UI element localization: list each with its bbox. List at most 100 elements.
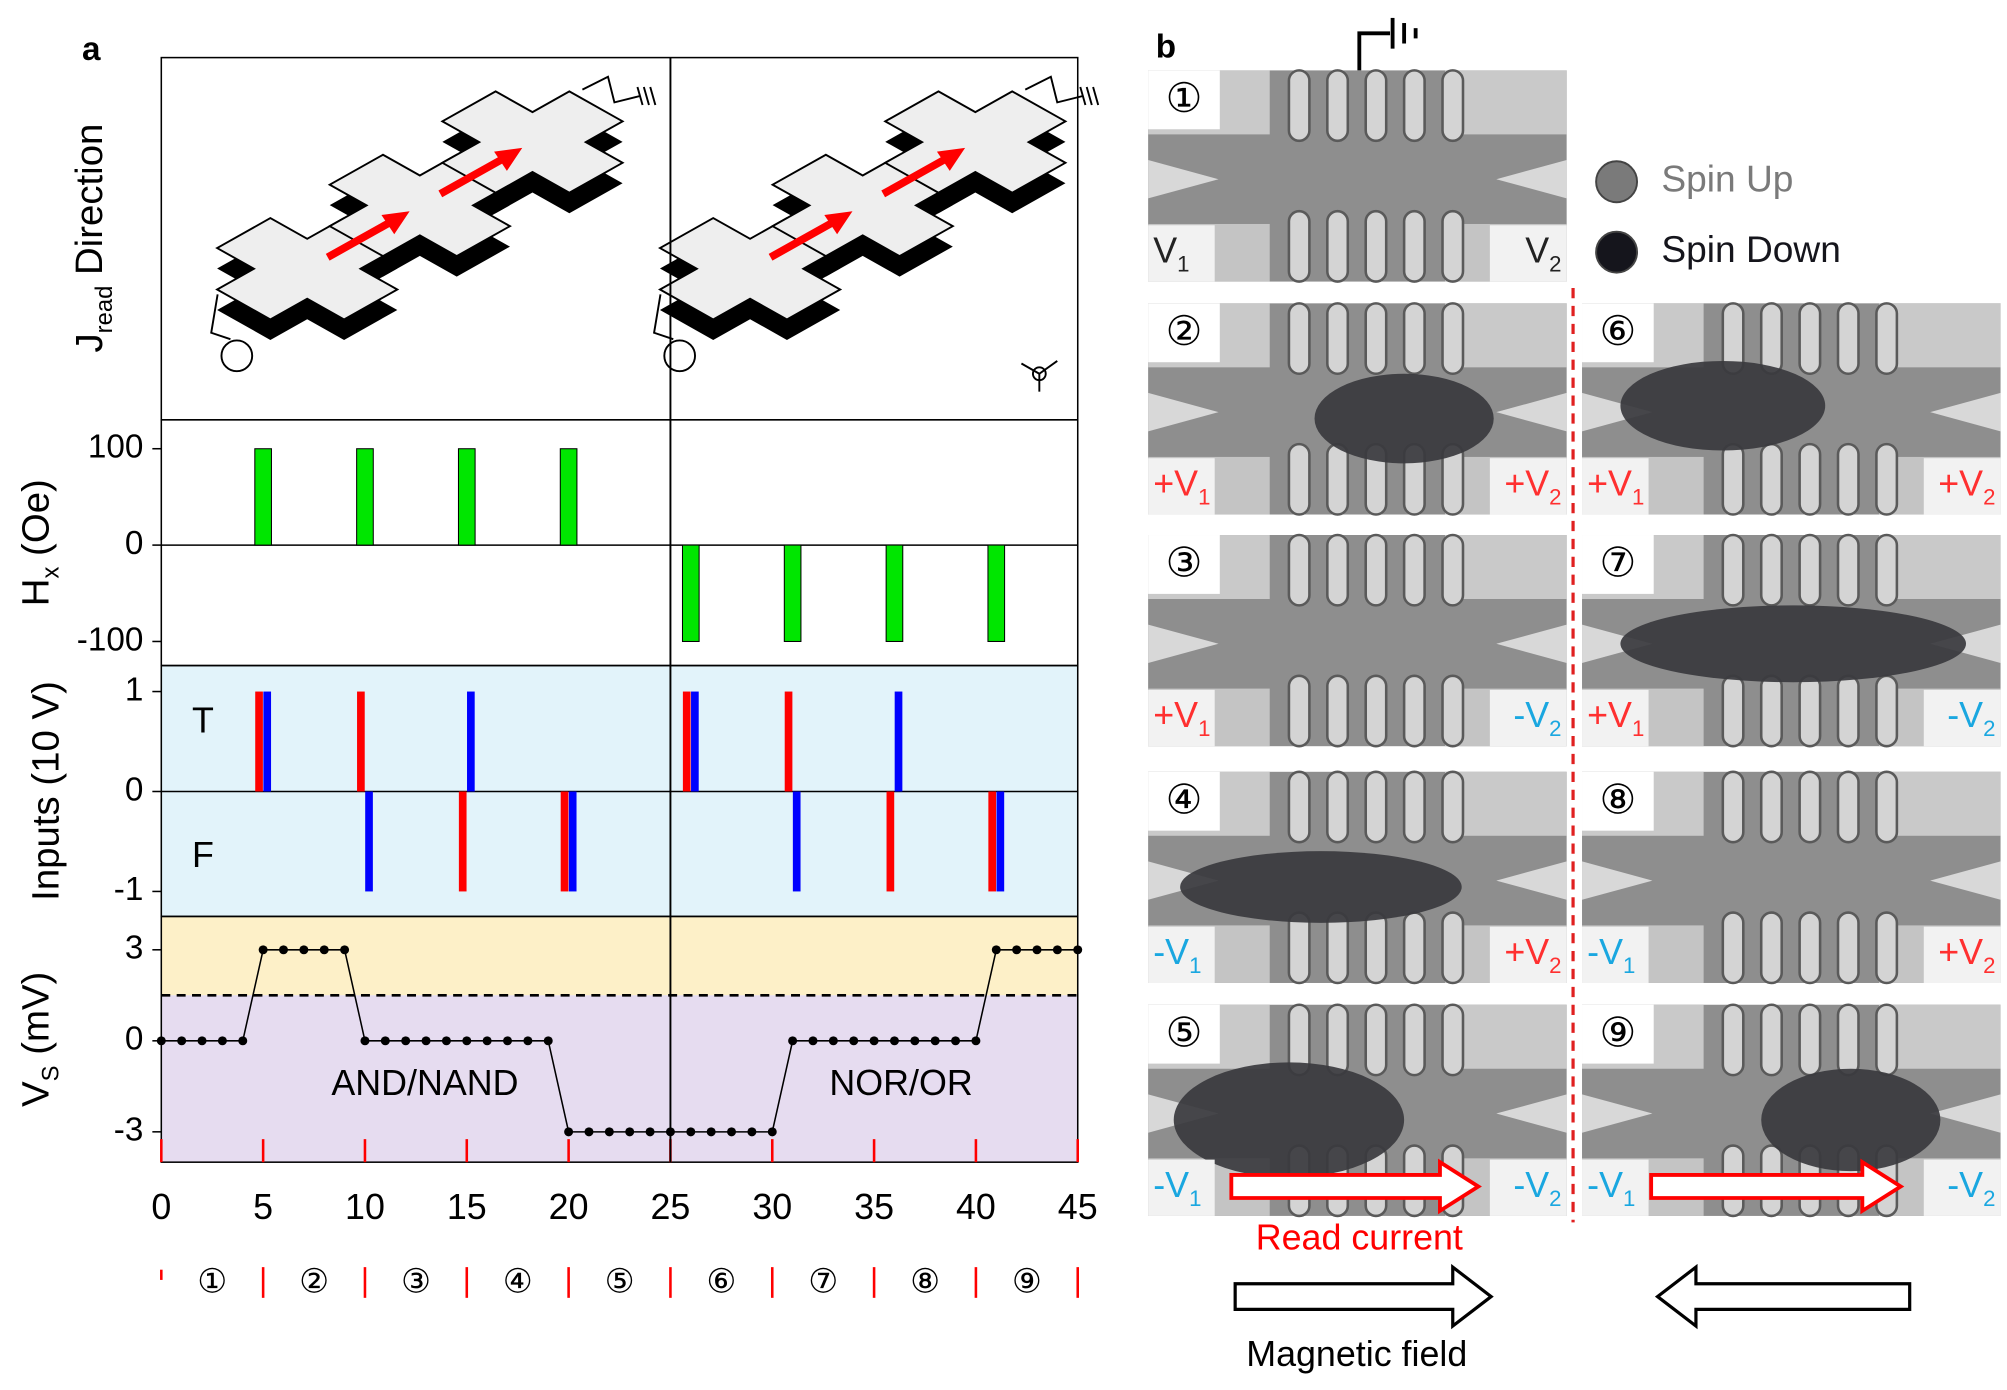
finger: [1402, 302, 1426, 376]
image-number: ⑤: [1166, 1009, 1203, 1055]
electrode-tip: [1496, 861, 1567, 900]
point: [156, 1036, 166, 1046]
point: [767, 1127, 777, 1137]
finger: [1326, 442, 1350, 516]
image: ③ +V1 -V2: [1148, 533, 1567, 748]
image-number: ⑦: [1600, 540, 1637, 586]
electrode: [1878, 1004, 2001, 1069]
finger: [1287, 442, 1311, 516]
bar: [783, 544, 802, 642]
electrode-tip: [1148, 624, 1219, 664]
read-current-arrow: [1229, 1158, 1482, 1215]
point: [217, 1036, 227, 1046]
label-part: Direction: [68, 124, 111, 286]
finger: [1402, 911, 1426, 985]
label-part: +V: [1504, 464, 1549, 504]
electrode: [1445, 535, 1567, 600]
label-box: [1148, 771, 1220, 831]
legend-marker: [1595, 160, 1639, 204]
point: [910, 1036, 920, 1046]
finger: [1759, 911, 1783, 985]
label-box: [1489, 225, 1567, 282]
current-arrow-head: [936, 147, 966, 171]
electrode: [1878, 771, 2001, 836]
bar: [255, 691, 263, 792]
y-axis-label: VS (mV): [15, 972, 65, 1107]
electrode-tip: [1496, 159, 1567, 199]
step-label: ⑨: [1012, 1264, 1042, 1301]
electrode-tip: [1496, 392, 1567, 432]
finger: [1836, 533, 1860, 607]
image-number: ⑧: [1600, 776, 1637, 822]
finger: [1759, 302, 1783, 376]
label-box: [1148, 225, 1215, 282]
finger: [1441, 674, 1465, 748]
label-box: [1489, 458, 1567, 515]
label-box: [1923, 1159, 2001, 1216]
domain: [1180, 851, 1462, 923]
finger: [1721, 442, 1745, 516]
current-arrow: [325, 218, 394, 261]
bar: [263, 691, 272, 792]
voltage-label: -V2: [1513, 1165, 1561, 1211]
voltage-label: -V1: [1153, 1165, 1201, 1211]
ground: [636, 86, 644, 106]
label-box: [1489, 689, 1567, 747]
point: [462, 1036, 472, 1046]
voltage-label: +V1: [1587, 696, 1644, 742]
y-axis-label: Inputs (10 V): [25, 681, 68, 901]
label-part: V: [1525, 231, 1549, 271]
point: [788, 1036, 798, 1046]
label-box: [1582, 458, 1649, 515]
voltage-label: +V2: [1938, 932, 1995, 978]
finger: [1836, 911, 1860, 985]
finger: [1402, 69, 1426, 143]
y-tick-label: 0: [125, 1021, 144, 1058]
point: [625, 1127, 635, 1137]
point: [1032, 945, 1042, 955]
annotation: AND/NAND: [331, 1063, 518, 1103]
finger: [1875, 533, 1899, 607]
finger: [1326, 1003, 1350, 1077]
wire: [1024, 75, 1084, 104]
finger: [1364, 533, 1388, 607]
finger: [1441, 1003, 1465, 1077]
label-box: [1582, 689, 1649, 747]
magnetic-field-label: Magnetic field: [1246, 1334, 1467, 1374]
label-part: V: [1153, 231, 1177, 271]
y-tick-label: 3: [125, 930, 144, 967]
label-part: -V: [1153, 1165, 1189, 1205]
domain: [1620, 360, 1826, 451]
wire: [652, 294, 674, 341]
step-label: ②: [299, 1264, 329, 1301]
electrode-tip: [1496, 624, 1567, 664]
domain: [1314, 373, 1494, 464]
x-tick-label: 5: [253, 1187, 273, 1227]
y-tick-label: -1: [114, 871, 144, 908]
x-tick-label: 40: [956, 1187, 996, 1227]
point: [523, 1036, 533, 1046]
finger: [1836, 770, 1860, 844]
image: ⑤ -V1 -V2: [1148, 1003, 1567, 1218]
finger: [1364, 911, 1388, 985]
image: ⑦ +V1 -V2: [1582, 533, 2001, 748]
current-arrow-head: [381, 211, 410, 235]
finger: [1287, 911, 1311, 985]
field-arrow: [1233, 1263, 1494, 1330]
image-number: ③: [1166, 540, 1203, 586]
step-label: ⑧: [910, 1264, 940, 1301]
point: [1073, 945, 1083, 955]
image-number: ⑨: [1600, 1009, 1637, 1055]
finger: [1875, 302, 1899, 376]
step-label: ③: [401, 1264, 431, 1301]
bar: [467, 691, 475, 792]
label-part: +V: [1587, 464, 1632, 504]
finger: [1798, 442, 1822, 516]
domain: [1173, 1062, 1405, 1178]
voltage-label: V2: [1525, 231, 1561, 277]
domain: [1620, 605, 1967, 683]
finger: [1287, 302, 1311, 376]
y-tick-label: 0: [125, 525, 144, 562]
finger: [1798, 911, 1822, 985]
